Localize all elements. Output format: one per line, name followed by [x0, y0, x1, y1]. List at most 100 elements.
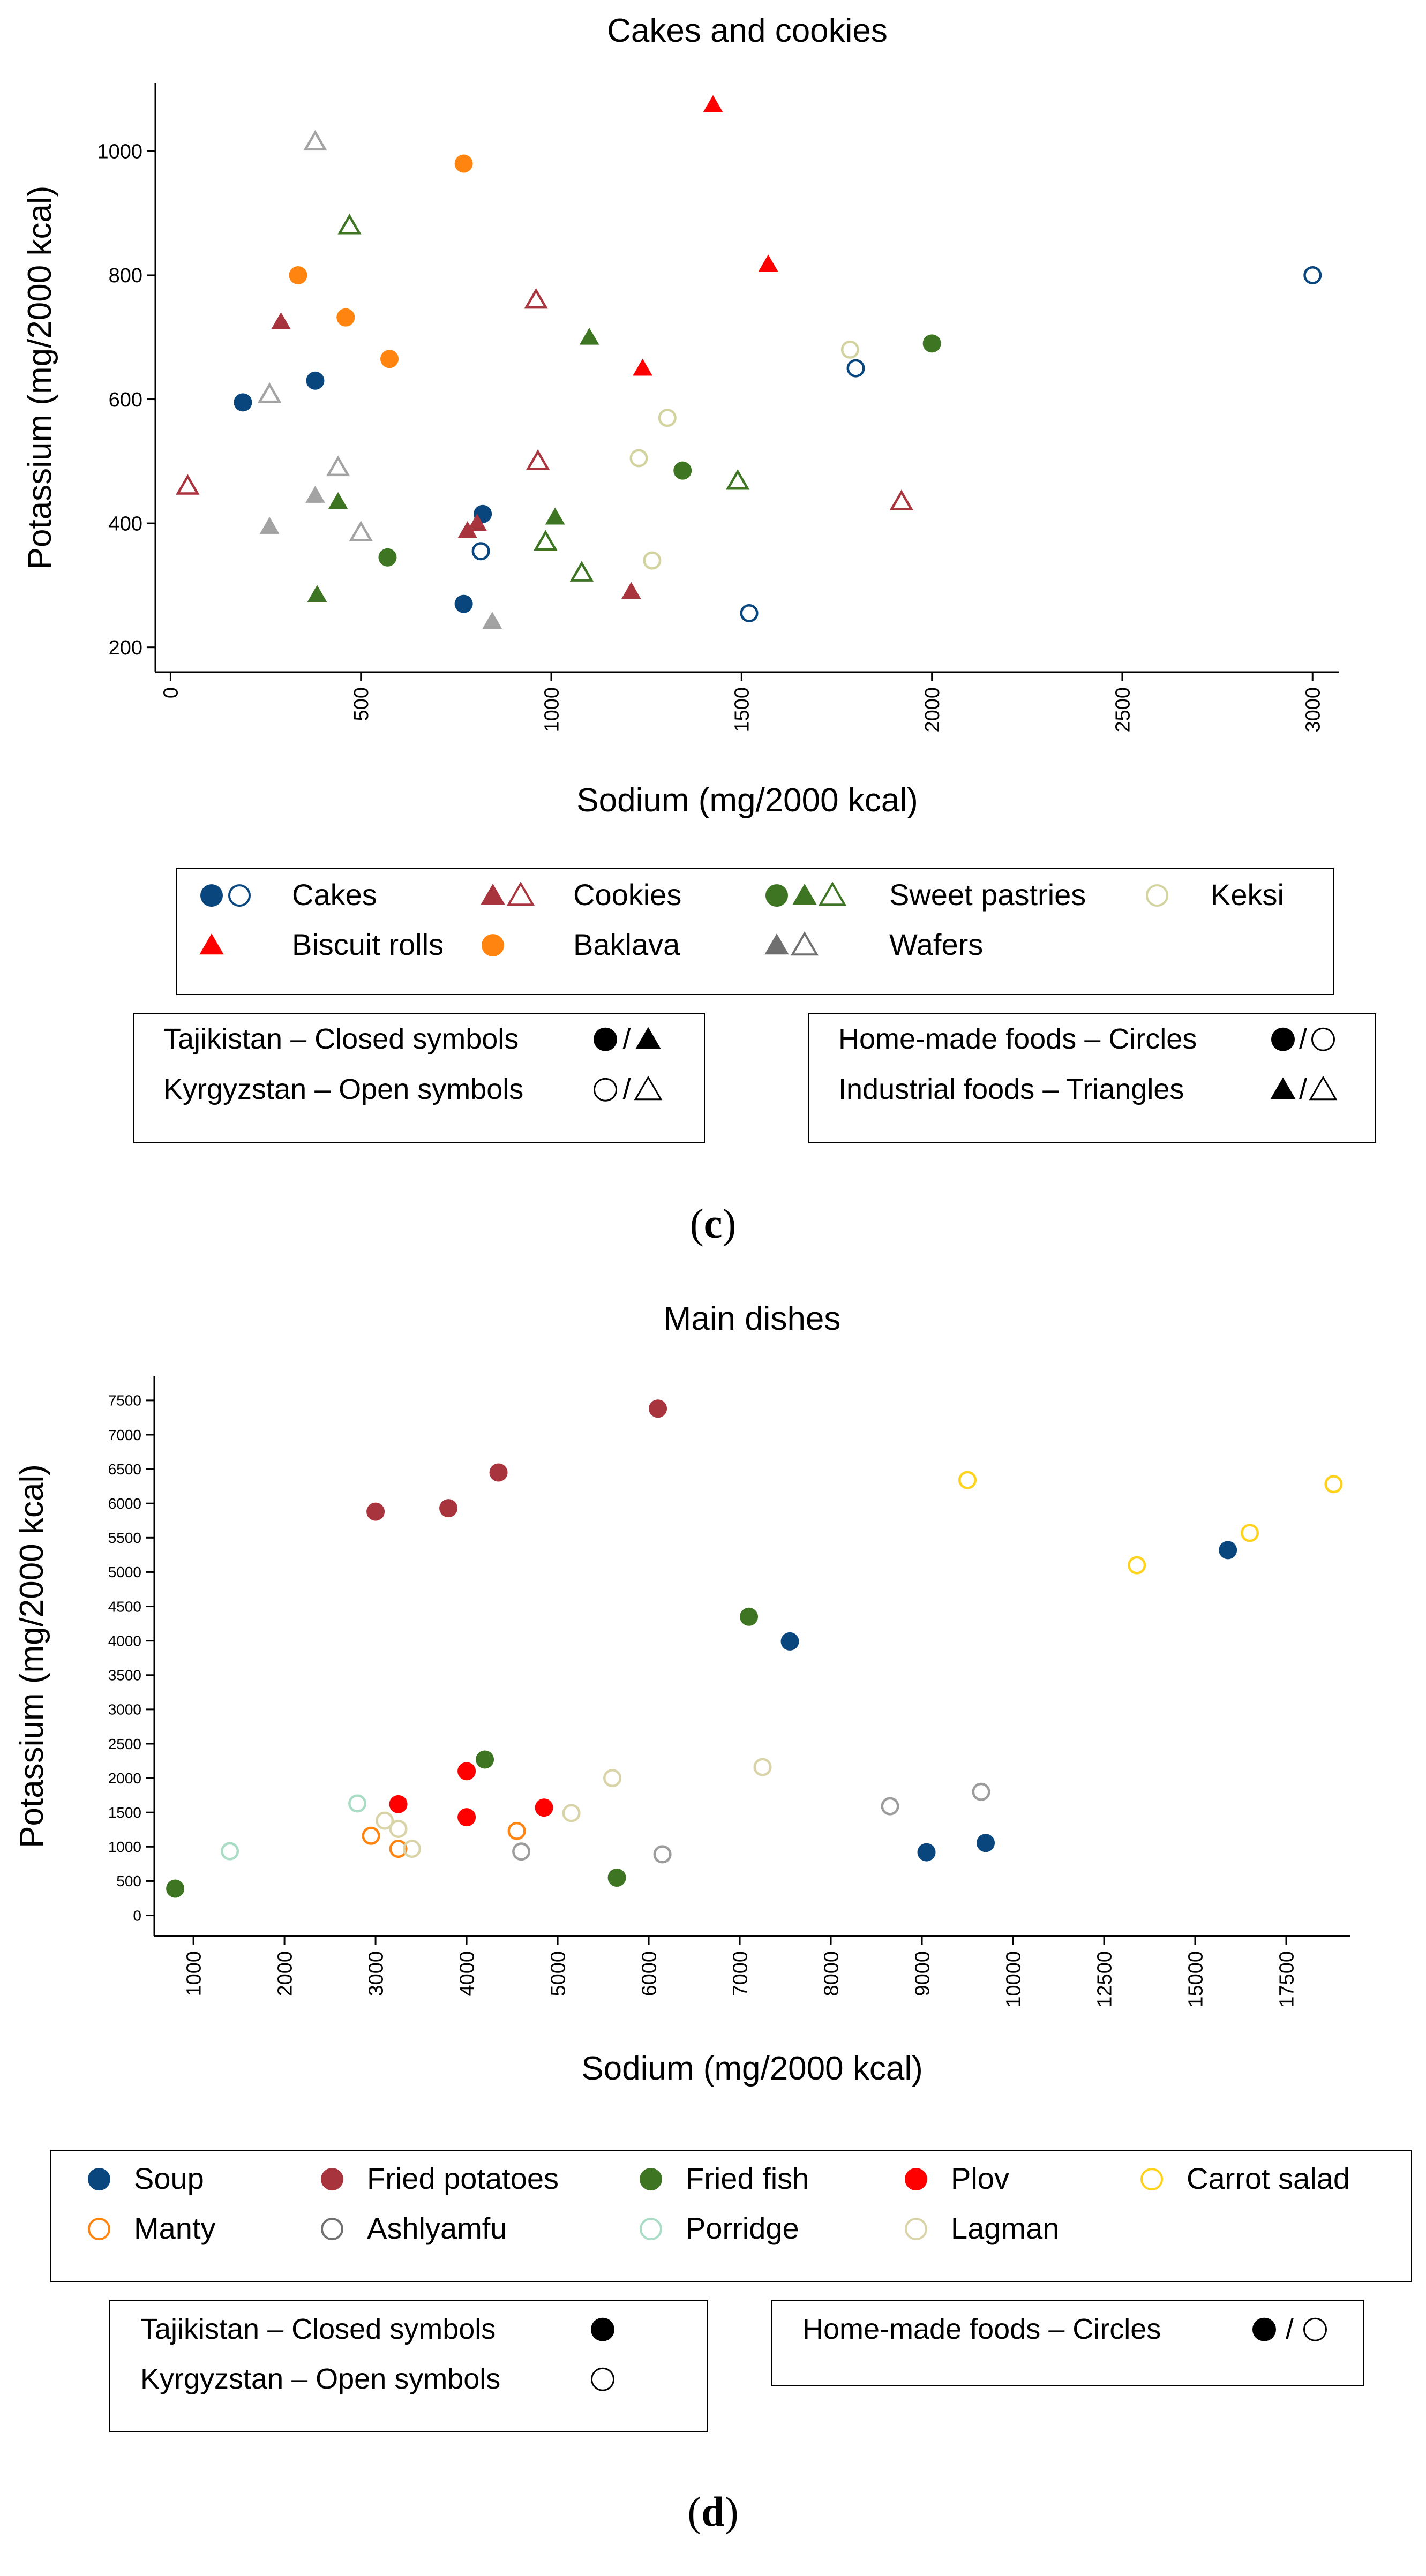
y-tick-label: 5500 [108, 1530, 141, 1546]
x-tick-label: 4000 [456, 1951, 478, 1997]
x-tick-label: 7000 [729, 1951, 752, 1997]
x-tick-label: 12500 [1093, 1951, 1116, 2008]
data-point-fried-potatoes [439, 1499, 458, 1518]
data-point-sweet-pastries [569, 561, 594, 582]
data-point-sweet-pastries [337, 213, 362, 235]
data-point-cookies [524, 288, 548, 309]
legend-marker [481, 884, 505, 905]
y-tick-label: 7500 [108, 1392, 141, 1409]
x-tick-label: 0 [160, 687, 183, 698]
legend-box [50, 2150, 1412, 2282]
y-tick-label: 4500 [108, 1598, 141, 1615]
y-tick-label: 5000 [108, 1564, 141, 1580]
y-axis-label: Potassium (mg/2000 kcal) [13, 1464, 50, 1848]
chart-title: Cakes and cookies [607, 12, 888, 49]
data-point-wafers [482, 612, 502, 629]
x-tick-label: 3000 [365, 1951, 387, 1997]
x-axis-label: Sodium (mg/2000 kcal) [576, 782, 918, 819]
legend-marker [321, 2218, 343, 2241]
data-point-lagman [753, 1758, 772, 1776]
legend-label: Biscuit rolls [292, 928, 444, 961]
data-point-biscuit-rolls [758, 254, 778, 272]
data-point-manty [362, 1826, 380, 1845]
data-point-carrot-salad [1324, 1475, 1343, 1494]
data-point-ashlyamfu [653, 1845, 672, 1864]
data-point-plov [457, 1762, 476, 1781]
legend-label: Cakes [292, 878, 377, 912]
key-text: Tajikistan – Closed symbols [163, 1023, 519, 1055]
legend-label: Carrot salad [1187, 2161, 1350, 2195]
y-tick-label: 800 [109, 265, 142, 287]
data-point-biscuit-rolls [703, 95, 723, 112]
data-point-cakes [846, 359, 865, 378]
data-point-cakes [306, 371, 325, 390]
data-point-fried-fish [166, 1879, 185, 1898]
data-point-wafers [349, 521, 373, 541]
y-tick-label: 0 [133, 1907, 141, 1924]
data-point-lagman [603, 1769, 622, 1788]
y-tick-label: 2500 [108, 1736, 141, 1752]
key-marker [1309, 1075, 1338, 1101]
legend-label: Plov [951, 2161, 1009, 2195]
data-point-carrot-salad [1128, 1556, 1146, 1575]
y-tick-label: 1000 [108, 1839, 141, 1855]
legend-label: Baklava [573, 928, 680, 961]
data-point-fried-potatoes [366, 1502, 385, 1521]
key-separator: / [1286, 2313, 1294, 2345]
data-point-cookies [457, 521, 478, 538]
x-tick-label: 15000 [1184, 1951, 1207, 2008]
y-tick-label: 200 [109, 637, 142, 659]
key-marker [1270, 1077, 1296, 1099]
data-point-sweet-pastries [534, 530, 558, 551]
x-tick-label: 6000 [638, 1951, 661, 1997]
y-tick-label: 6500 [108, 1461, 141, 1478]
x-tick-label: 3000 [1302, 687, 1325, 733]
chart-main-dishes: Main dishes 0 500 1000 1500 2000 2500 3000 3500 4… [13, 1300, 1412, 2432]
y-tick-label: 400 [109, 513, 142, 535]
data-point-cakes [740, 604, 759, 622]
key-marker [1252, 2317, 1276, 2341]
data-point-ashlyamfu [972, 1782, 990, 1801]
legend-marker [228, 884, 251, 907]
x-tick-label: 1000 [541, 687, 563, 733]
data-point-plov [535, 1798, 553, 1817]
data-point-manty [389, 1840, 408, 1858]
data-point-ashlyamfu [512, 1842, 531, 1861]
legend-label: Fried potatoes [367, 2161, 559, 2195]
key-marker [1271, 1027, 1295, 1051]
data-point-baklava [336, 308, 355, 327]
y-tick-label: 600 [109, 389, 142, 411]
data-point-sweet-pastries [673, 461, 692, 480]
key-text: Home-made foods – Circles [838, 1023, 1197, 1055]
legend-marker [905, 2218, 927, 2241]
key-text: Kyrgyzstan – Open symbols [163, 1073, 523, 1105]
legend-marker [1140, 2168, 1163, 2191]
key-box [771, 2300, 1364, 2386]
data-point-ashlyamfu [881, 1797, 899, 1816]
legend-marker [640, 2218, 662, 2241]
key-text: Kyrgyzstan – Open symbols [140, 2363, 500, 2395]
data-point-wafers [259, 517, 280, 534]
y-axis-label: Potassium (mg/2000 kcal) [21, 186, 58, 570]
x-tick-label: 1500 [731, 687, 754, 733]
key-marker [1303, 2317, 1327, 2341]
data-point-cookies [889, 489, 914, 510]
y-tick-label: 3500 [108, 1667, 141, 1684]
x-tick-label: 2000 [274, 1951, 296, 1997]
key-marker [1311, 1027, 1335, 1051]
x-tick-label: 2000 [921, 687, 944, 733]
chart-title: Main dishes [664, 1300, 841, 1337]
data-point-sweet-pastries [378, 548, 397, 567]
legend-marker [321, 2168, 343, 2191]
data-point-sweet-pastries [725, 469, 750, 490]
data-point-soup [917, 1843, 936, 1862]
legend-label: Soup [134, 2161, 204, 2195]
data-point-sweet-pastries [545, 507, 565, 525]
data-point-wafers [303, 130, 327, 151]
x-tick-label: 10000 [1002, 1951, 1025, 2008]
key-box [109, 2300, 708, 2432]
panel-letter-d: d [701, 2488, 725, 2535]
key-separator: / [1299, 1073, 1307, 1105]
legend-marker [482, 934, 504, 957]
data-point-sweet-pastries [922, 334, 941, 353]
